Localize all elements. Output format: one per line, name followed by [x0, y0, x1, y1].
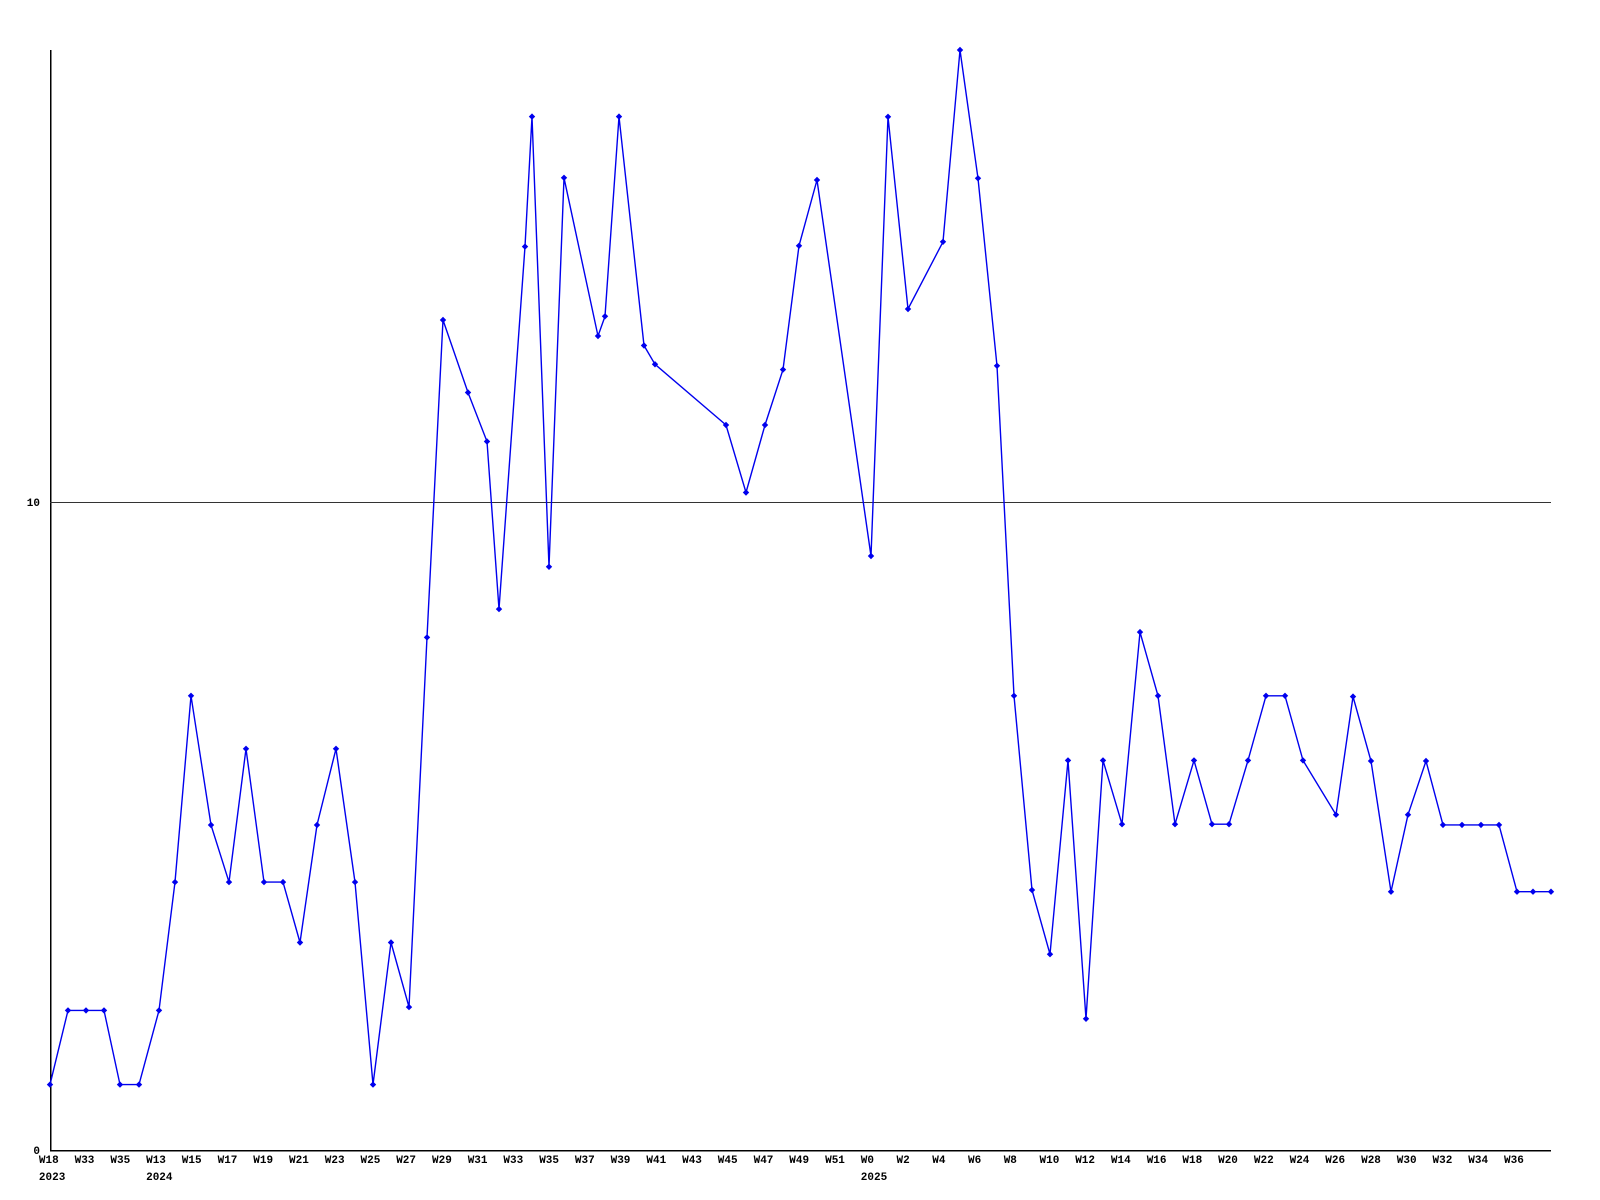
svg-text:W51: W51: [825, 1155, 845, 1167]
svg-text:W17: W17: [218, 1155, 238, 1167]
svg-text:W12: W12: [1075, 1155, 1095, 1167]
svg-text:2024: 2024: [146, 1172, 173, 1184]
svg-text:W10: W10: [1040, 1155, 1060, 1167]
svg-text:W21: W21: [289, 1155, 309, 1167]
svg-text:10: 10: [27, 498, 40, 510]
svg-text:W8: W8: [1004, 1155, 1018, 1167]
svg-text:W30: W30: [1397, 1155, 1417, 1167]
svg-text:W22: W22: [1254, 1155, 1274, 1167]
svg-text:W49: W49: [789, 1155, 809, 1167]
svg-text:W18: W18: [39, 1155, 59, 1167]
svg-text:W19: W19: [253, 1155, 273, 1167]
svg-text:W26: W26: [1325, 1155, 1345, 1167]
svg-text:W16: W16: [1147, 1155, 1167, 1167]
svg-text:W33: W33: [503, 1155, 523, 1167]
svg-text:W23: W23: [325, 1155, 345, 1167]
svg-text:W35: W35: [539, 1155, 559, 1167]
svg-text:W35: W35: [110, 1155, 130, 1167]
svg-text:W36: W36: [1504, 1155, 1524, 1167]
svg-text:W29: W29: [432, 1155, 452, 1167]
svg-text:W14: W14: [1111, 1155, 1131, 1167]
svg-text:W37: W37: [575, 1155, 595, 1167]
svg-text:W32: W32: [1433, 1155, 1453, 1167]
svg-text:W43: W43: [682, 1155, 702, 1167]
svg-text:W2: W2: [897, 1155, 910, 1167]
svg-text:W39: W39: [611, 1155, 631, 1167]
svg-text:W4: W4: [932, 1155, 946, 1167]
svg-text:2023: 2023: [39, 1172, 66, 1184]
svg-text:W27: W27: [396, 1155, 416, 1167]
svg-text:W24: W24: [1290, 1155, 1310, 1167]
svg-text:W6: W6: [968, 1155, 981, 1167]
svg-text:W28: W28: [1361, 1155, 1381, 1167]
svg-text:W45: W45: [718, 1155, 738, 1167]
svg-text:W0: W0: [861, 1155, 874, 1167]
svg-text:W15: W15: [182, 1155, 202, 1167]
svg-text:W41: W41: [646, 1155, 666, 1167]
svg-text:W33: W33: [75, 1155, 95, 1167]
svg-text:W31: W31: [468, 1155, 488, 1167]
svg-text:2025: 2025: [861, 1172, 888, 1184]
svg-text:W13: W13: [146, 1155, 166, 1167]
svg-text:W34: W34: [1468, 1155, 1488, 1167]
svg-text:W20: W20: [1218, 1155, 1238, 1167]
svg-text:W47: W47: [754, 1155, 774, 1167]
svg-text:W18: W18: [1182, 1155, 1202, 1167]
svg-text:W25: W25: [361, 1155, 381, 1167]
